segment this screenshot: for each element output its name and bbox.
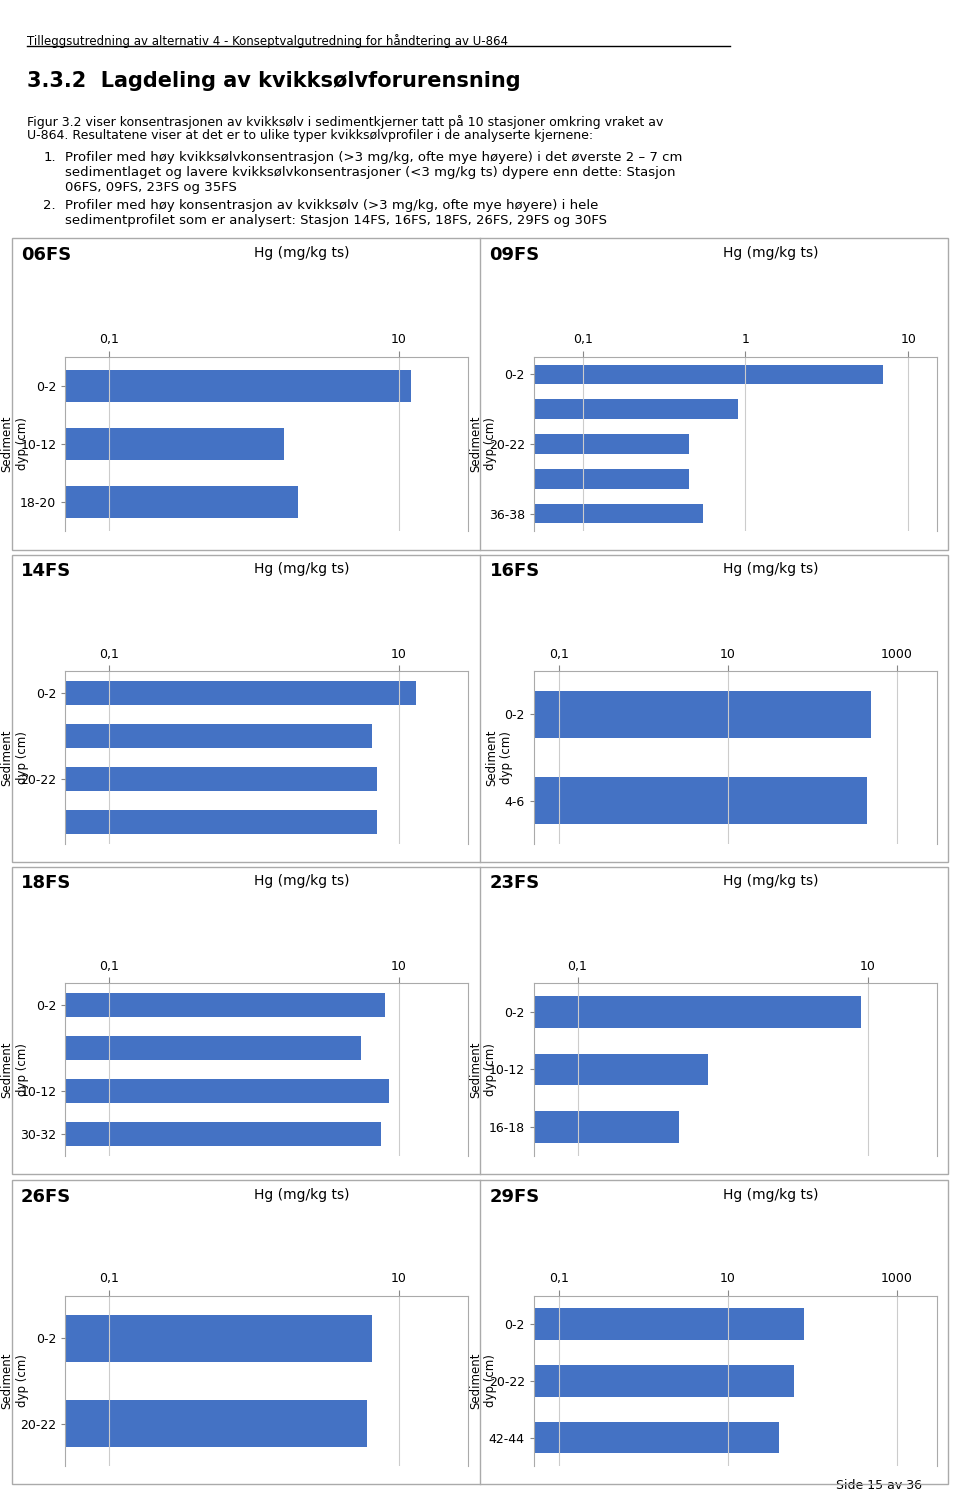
Bar xyxy=(0,487,298,518)
Bar xyxy=(0,1053,708,1085)
Bar xyxy=(0,993,385,1017)
Y-axis label: Sediment
dyp (cm): Sediment dyp (cm) xyxy=(485,729,513,785)
Text: Profiler med høy kvikksølvkonsentrasjon (>3 mg/kg, ofte mye høyere) i det øverst: Profiler med høy kvikksølvkonsentrasjon … xyxy=(65,152,683,164)
Bar xyxy=(0,725,372,747)
Bar xyxy=(0,1111,679,1142)
Bar xyxy=(0,1308,804,1340)
Text: 2.: 2. xyxy=(43,199,56,212)
Bar xyxy=(0,1314,372,1362)
Bar xyxy=(0,690,871,738)
Text: Hg (mg/kg ts): Hg (mg/kg ts) xyxy=(723,246,818,259)
Bar xyxy=(0,1123,381,1145)
Text: 26FS: 26FS xyxy=(21,1188,71,1206)
Text: 18FS: 18FS xyxy=(21,874,71,892)
Bar xyxy=(0,1079,389,1103)
Bar xyxy=(0,681,416,705)
Y-axis label: Sediment
dyp (cm): Sediment dyp (cm) xyxy=(1,416,29,472)
Text: 09FS: 09FS xyxy=(490,246,540,264)
Bar xyxy=(0,767,376,791)
Bar xyxy=(0,369,411,402)
Text: Figur 3.2 viser konsentrasjonen av kvikksølv i sedimentkjerner tatt på 10 stasjo: Figur 3.2 viser konsentrasjonen av kvikk… xyxy=(27,115,663,128)
Bar xyxy=(0,428,283,460)
Bar xyxy=(0,1400,367,1447)
Bar xyxy=(0,365,883,384)
Text: Side 15 av 36: Side 15 av 36 xyxy=(835,1478,922,1492)
Bar xyxy=(0,399,738,419)
Y-axis label: Sediment
dyp (cm): Sediment dyp (cm) xyxy=(1,1353,29,1409)
Text: Hg (mg/kg ts): Hg (mg/kg ts) xyxy=(254,1188,349,1201)
Bar xyxy=(0,469,689,488)
Text: 23FS: 23FS xyxy=(490,874,540,892)
Text: Profiler med høy konsentrasjon av kvikksølv (>3 mg/kg, ofte mye høyere) i hele: Profiler med høy konsentrasjon av kvikks… xyxy=(65,199,599,212)
Text: Hg (mg/kg ts): Hg (mg/kg ts) xyxy=(254,246,349,259)
Text: 16FS: 16FS xyxy=(490,562,540,580)
Bar xyxy=(0,1037,362,1059)
Bar xyxy=(0,1423,779,1453)
Text: 29FS: 29FS xyxy=(490,1188,540,1206)
Bar xyxy=(0,811,376,833)
Y-axis label: Sediment
dyp (cm): Sediment dyp (cm) xyxy=(469,1041,497,1097)
Text: Hg (mg/kg ts): Hg (mg/kg ts) xyxy=(723,562,818,576)
Text: sedimentprofilet som er analysert: Stasjon 14FS, 16FS, 18FS, 26FS, 29FS og 30FS: sedimentprofilet som er analysert: Stasj… xyxy=(65,214,608,226)
Text: 06FS, 09FS, 23FS og 35FS: 06FS, 09FS, 23FS og 35FS xyxy=(65,181,237,194)
Bar xyxy=(0,1365,794,1397)
Text: 06FS: 06FS xyxy=(21,246,71,264)
Y-axis label: Sediment
dyp (cm): Sediment dyp (cm) xyxy=(469,1353,497,1409)
Text: Hg (mg/kg ts): Hg (mg/kg ts) xyxy=(254,562,349,576)
Text: Hg (mg/kg ts): Hg (mg/kg ts) xyxy=(723,874,818,888)
Text: 1.: 1. xyxy=(43,152,56,164)
Text: Tilleggsutredning av alternativ 4 - Konseptvalgutredning for håndtering av U-864: Tilleggsutredning av alternativ 4 - Kons… xyxy=(27,35,508,48)
Y-axis label: Sediment
dyp (cm): Sediment dyp (cm) xyxy=(469,416,497,472)
Text: U-864. Resultatene viser at det er to ulike typer kvikksølvprofiler i de analyse: U-864. Resultatene viser at det er to ul… xyxy=(27,130,593,142)
Bar xyxy=(0,505,704,523)
Text: Hg (mg/kg ts): Hg (mg/kg ts) xyxy=(254,874,349,888)
Bar xyxy=(0,996,861,1028)
Text: 14FS: 14FS xyxy=(21,562,71,580)
Y-axis label: Sediment
dyp (cm): Sediment dyp (cm) xyxy=(1,729,29,785)
Y-axis label: Sediment
dyp (cm): Sediment dyp (cm) xyxy=(1,1041,29,1097)
Text: 3.3.2  Lagdeling av kvikksølvforurensning: 3.3.2 Lagdeling av kvikksølvforurensning xyxy=(27,71,520,90)
Text: sedimentlaget og lavere kvikksølvkonsentrasjoner (<3 mg/kg ts) dypere enn dette:: sedimentlaget og lavere kvikksølvkonsent… xyxy=(65,166,676,179)
Text: Hg (mg/kg ts): Hg (mg/kg ts) xyxy=(723,1188,818,1201)
Bar xyxy=(0,434,689,454)
Bar xyxy=(0,776,867,824)
